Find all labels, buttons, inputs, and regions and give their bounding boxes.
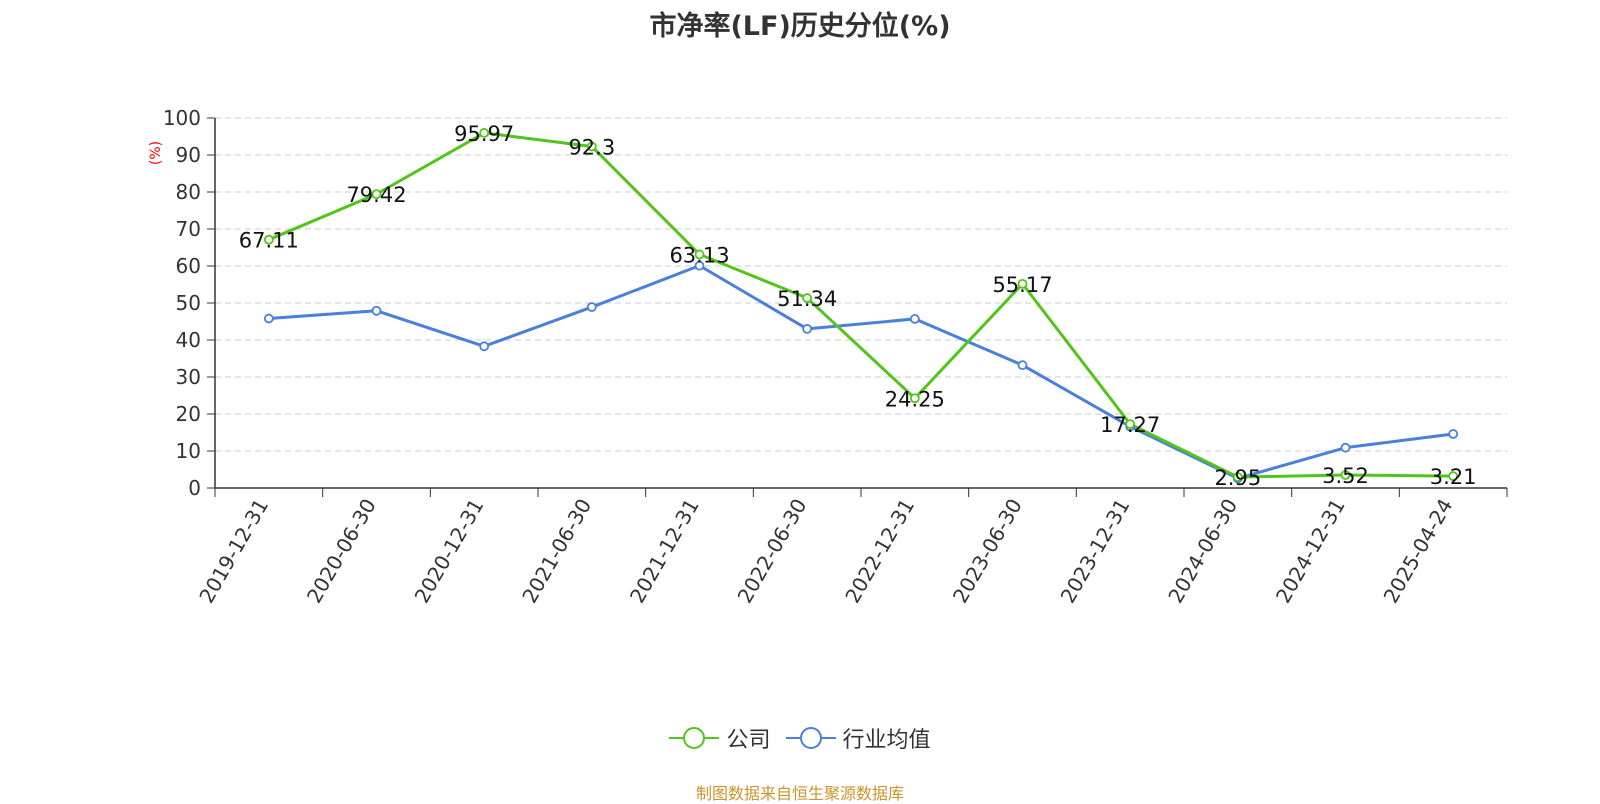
y-tick-label: 40: [176, 328, 201, 352]
data-label: 67.11: [239, 229, 299, 253]
data-label: 2.95: [1214, 466, 1261, 490]
data-point: [371, 189, 382, 200]
data-label: 17.27: [1100, 413, 1160, 437]
data-point: [1340, 470, 1351, 480]
x-tick-label: 2023-06-30: [948, 495, 1027, 608]
data-point: [802, 293, 813, 303]
legend: 公司 行业均值: [0, 722, 1600, 754]
data-label: 51.34: [777, 287, 837, 311]
legend-line-circle-icon: [785, 727, 836, 749]
x-tick-label: 2022-12-31: [840, 495, 919, 608]
data-label: 79.42: [346, 183, 406, 207]
data-point: [1017, 360, 1028, 371]
x-tick-label: 2021-06-30: [517, 495, 596, 608]
data-point: [694, 249, 705, 260]
legend-item-industry-average[interactable]: 行业均值: [785, 722, 931, 754]
data-point: [586, 141, 597, 152]
data-point: [909, 314, 920, 324]
data-point: [263, 313, 274, 324]
data-point: [479, 341, 490, 352]
data-point: [1125, 419, 1136, 430]
legend-line-circle-icon: [669, 727, 720, 749]
legend-label-company: 公司: [726, 728, 771, 753]
data-point: [479, 128, 490, 138]
series-line-1: [268, 264, 1454, 480]
data-label: 63.13: [669, 243, 729, 267]
data-point: [1448, 429, 1459, 439]
y-tick-label: 100: [163, 106, 201, 130]
data-point: [1232, 472, 1243, 482]
legend-item-company[interactable]: 公司: [669, 722, 771, 754]
source-note: 制图数据来自恒生聚源数据库: [695, 784, 904, 803]
x-tick-label: 2024-12-31: [1271, 495, 1350, 608]
y-tick-label: 70: [176, 217, 201, 241]
y-tick-label: 90: [176, 143, 201, 167]
chart-title: 市净率(LF)历史分位(%): [649, 11, 951, 42]
data-label: 3.52: [1322, 464, 1369, 488]
data-point: [263, 234, 274, 245]
x-tick-label: 2022-06-30: [733, 495, 812, 608]
data-point: [586, 302, 597, 312]
data-label: 24.25: [885, 387, 945, 411]
data-point: [909, 393, 920, 404]
data-point: [1448, 471, 1459, 482]
data-point: [802, 323, 813, 334]
y-tick-label: 80: [176, 180, 201, 204]
data-point: [1340, 442, 1351, 453]
x-tick-label: 2021-12-31: [625, 495, 704, 608]
y-tick-label: 0: [188, 476, 201, 500]
y-tick-label: 20: [176, 402, 201, 426]
x-tick-label: 2020-06-30: [302, 495, 381, 608]
legend-label-industry-average: 行业均值: [842, 728, 931, 753]
x-tick-label: 2023-12-31: [1056, 495, 1135, 608]
x-tick-label: 2024-06-30: [1163, 495, 1242, 608]
data-point: [371, 305, 382, 316]
data-label: 92.3: [568, 135, 615, 159]
data-label: 95.97: [454, 122, 514, 146]
data-point: [1017, 278, 1028, 289]
y-tick-label: 10: [176, 439, 201, 463]
x-tick-label: 2019-12-31: [194, 495, 273, 608]
data-label: 3.21: [1430, 465, 1477, 489]
y-tick-label: 60: [176, 254, 201, 278]
series-line-0: [268, 131, 1454, 479]
x-tick-label: 2025-04-24: [1379, 495, 1458, 608]
data-label: 55.17: [992, 273, 1052, 297]
x-tick-label: 2020-12-31: [410, 495, 489, 608]
y-tick-label: 30: [176, 365, 201, 389]
y-axis-label: (%): [148, 141, 164, 165]
y-tick-label: 50: [176, 291, 201, 315]
data-point: [694, 260, 705, 271]
